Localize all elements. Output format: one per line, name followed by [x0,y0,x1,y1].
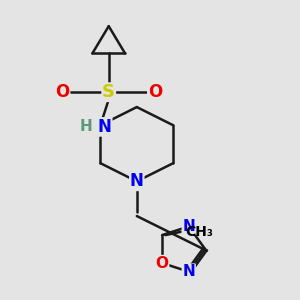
Text: O: O [148,83,162,101]
Text: CH₃: CH₃ [185,225,213,239]
Text: N: N [98,118,112,136]
Text: N: N [182,264,195,279]
Text: N: N [182,219,195,234]
Text: N: N [130,172,144,190]
Text: O: O [56,83,70,101]
Text: H: H [80,119,93,134]
Text: O: O [156,256,169,271]
Text: S: S [102,83,115,101]
